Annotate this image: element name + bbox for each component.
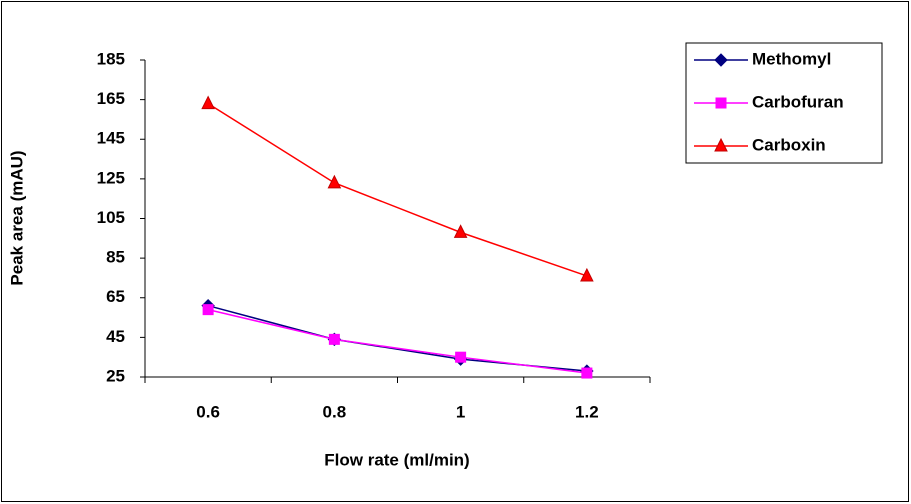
marker (327, 174, 342, 189)
y-tick-label: 25 (106, 366, 125, 385)
y-tick-label: 45 (106, 327, 125, 346)
y-tick-label: 105 (97, 208, 125, 227)
series-line (207, 308, 587, 374)
x-tick-label: 1.2 (575, 402, 599, 421)
marker (453, 224, 468, 238)
series-line (207, 304, 587, 372)
marker (328, 333, 340, 345)
legend-label: Carboxin (752, 135, 826, 154)
y-axis-title: Peak area (mAU) (7, 150, 26, 285)
y-tick-label: 185 (97, 49, 125, 68)
x-tick-label: 1 (456, 402, 465, 421)
marker (201, 95, 215, 110)
legend-label: Methomyl (752, 49, 831, 68)
y-tick-label: 145 (97, 129, 125, 148)
series-line (207, 102, 588, 277)
marker (202, 304, 214, 316)
marker (580, 267, 594, 282)
legend-label: Carbofuran (752, 92, 844, 111)
y-tick-label: 165 (97, 89, 125, 108)
x-tick-label: 0.6 (196, 402, 220, 421)
marker (455, 351, 467, 363)
y-tick-label: 125 (97, 168, 125, 187)
x-axis-title: Flow rate (ml/min) (324, 450, 469, 469)
marker (581, 367, 593, 379)
marker (714, 137, 728, 152)
y-tick-label: 65 (106, 287, 125, 306)
y-tick-label: 85 (106, 248, 125, 267)
marker (715, 97, 727, 109)
marker (714, 53, 728, 67)
x-tick-label: 0.8 (323, 402, 347, 421)
